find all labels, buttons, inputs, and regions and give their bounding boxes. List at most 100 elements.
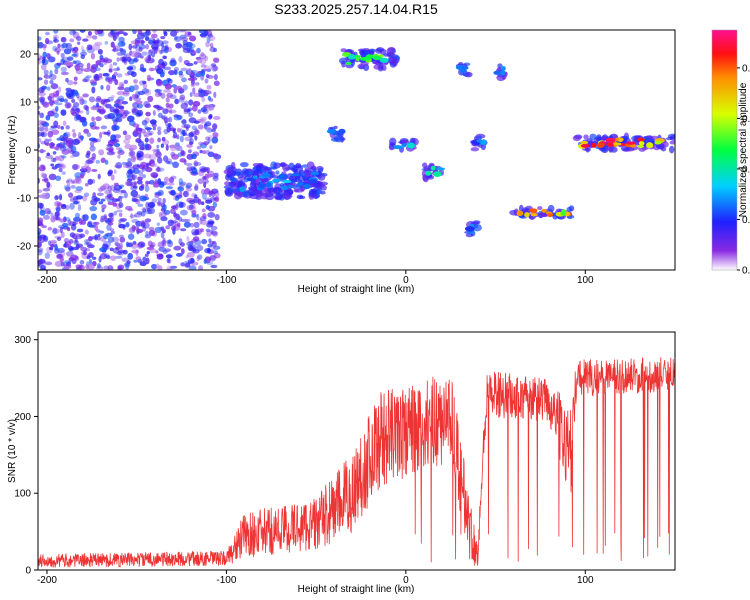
spectrogram-cell bbox=[129, 150, 136, 157]
spectrogram-cell bbox=[133, 181, 138, 186]
spectrogram-cell bbox=[82, 214, 89, 222]
spectrogram-cell bbox=[38, 189, 43, 193]
spectrogram-cell bbox=[195, 73, 202, 78]
spectrogram-cell bbox=[124, 143, 132, 149]
spectrogram-cell bbox=[180, 248, 185, 255]
spectrogram-cell bbox=[213, 57, 220, 63]
spectrogram-cell bbox=[313, 193, 318, 199]
spectrogram-cell bbox=[161, 136, 166, 142]
spectrogram-cell bbox=[47, 95, 52, 101]
spectrogram-cell bbox=[132, 30, 137, 35]
spectrogram-cell bbox=[165, 117, 170, 123]
spectrogram-cell bbox=[103, 253, 110, 258]
spectrogram-cell bbox=[75, 234, 83, 240]
spectrogram-cell bbox=[69, 38, 75, 43]
spectrogram-cell bbox=[146, 246, 155, 251]
spectrogram-cell bbox=[141, 206, 147, 212]
colorbar-label: Normalized spectral amplitude bbox=[738, 82, 749, 217]
spectrogram-cell bbox=[254, 189, 263, 197]
spectrogram-cell bbox=[203, 65, 212, 71]
spectrogram-cell bbox=[91, 35, 98, 40]
spectrogram-cell bbox=[115, 255, 123, 259]
spectrogram-cell bbox=[197, 109, 202, 114]
spectrogram-cell bbox=[185, 255, 189, 259]
spectrogram-cell bbox=[130, 190, 138, 198]
colorbar-tick-label: 0.2 bbox=[742, 215, 750, 226]
spectrogram-cell bbox=[197, 254, 203, 260]
x-tick-label: 0 bbox=[403, 575, 409, 586]
spectrogram-cell bbox=[79, 30, 86, 33]
spectrogram-cell bbox=[83, 68, 91, 73]
spectrogram-cell bbox=[100, 215, 108, 220]
spectrogram-cell bbox=[212, 175, 219, 182]
snr-x-axis: -200 -100 0 100 bbox=[37, 570, 594, 586]
spectrogram-cell bbox=[204, 179, 209, 184]
spectrogram-cell bbox=[109, 228, 115, 232]
spectrogram-cell bbox=[95, 159, 100, 164]
spectrogram-cell bbox=[191, 167, 198, 175]
spectrogram-cell bbox=[185, 162, 193, 167]
spectrogram-cell bbox=[112, 62, 118, 66]
spectrogram-cell bbox=[107, 265, 114, 270]
spectrogram-cell bbox=[143, 131, 148, 137]
snr-series-line bbox=[38, 357, 675, 568]
spectrogram-cell bbox=[71, 163, 79, 171]
spectrogram-cell bbox=[73, 81, 78, 85]
spectrogram-cell bbox=[170, 189, 176, 196]
spectrogram-cell bbox=[113, 169, 117, 174]
spectrogram-cell bbox=[113, 108, 118, 114]
spectrogram-cell bbox=[152, 40, 157, 44]
spectrogram-cell bbox=[95, 98, 103, 103]
spectrogram-cell bbox=[150, 242, 156, 248]
spectrogram-cell bbox=[157, 137, 161, 143]
spectrogram-cell bbox=[618, 137, 623, 143]
y-tick-label: 0 bbox=[25, 146, 31, 157]
spectrogram-cell bbox=[163, 31, 168, 37]
spectrogram-cell bbox=[127, 252, 134, 260]
spectrogram-cell bbox=[88, 258, 93, 266]
spectrogram-cell bbox=[49, 70, 53, 77]
spectrogram-cell bbox=[433, 171, 442, 177]
spectrogram-cell bbox=[297, 175, 306, 183]
spectrogram-cell bbox=[148, 154, 157, 162]
spectrogram-cell bbox=[161, 42, 165, 48]
spectrogram-cell bbox=[381, 65, 387, 71]
spectrogram-cell bbox=[156, 253, 164, 257]
spectrogram-cell bbox=[192, 87, 196, 95]
spectrogram-cell bbox=[169, 59, 177, 67]
spectrogram-cell bbox=[81, 45, 85, 51]
spectrogram-cell bbox=[387, 57, 398, 64]
spectrogram-cell bbox=[44, 37, 50, 45]
spectrogram-cell bbox=[142, 31, 150, 38]
spectrogram-cell bbox=[210, 63, 217, 67]
spectrogram-cell bbox=[180, 262, 185, 267]
spectrogram-cell bbox=[171, 84, 178, 88]
spectrogram-cell bbox=[168, 176, 175, 184]
spectrogram-cell bbox=[74, 212, 80, 219]
spectrogram-cell bbox=[172, 135, 178, 139]
spectrogram-cell bbox=[151, 163, 158, 168]
spectrogram-cell bbox=[151, 123, 157, 128]
spectrogram-cell bbox=[156, 148, 160, 153]
spectrogram-cell bbox=[87, 263, 95, 270]
spectrogram-cell bbox=[163, 66, 172, 71]
spectrogram-cell bbox=[207, 220, 215, 225]
spectrogram-cell bbox=[156, 80, 163, 87]
spectrogram-cell bbox=[138, 185, 144, 191]
spectrogram-cell bbox=[65, 140, 73, 148]
spectrogram-cell bbox=[140, 242, 145, 247]
spectrogram-cell bbox=[180, 129, 187, 136]
spectrogram-cell bbox=[295, 162, 302, 169]
spectrogram-cell bbox=[141, 174, 147, 179]
spectrogram-cell bbox=[188, 141, 194, 146]
spectrogram-cell bbox=[139, 146, 145, 151]
spectrogram-cell bbox=[473, 142, 480, 146]
spectrogram-cell bbox=[60, 43, 65, 49]
spectrogram-cell bbox=[139, 195, 148, 202]
spectrogram-cell bbox=[53, 112, 59, 118]
spectrogram-cell bbox=[470, 221, 480, 225]
spectrogram-cell bbox=[126, 56, 132, 62]
spectrogram-cell bbox=[53, 36, 57, 43]
spectrogram-cell bbox=[67, 56, 74, 61]
spectrogram-cell bbox=[156, 144, 160, 149]
